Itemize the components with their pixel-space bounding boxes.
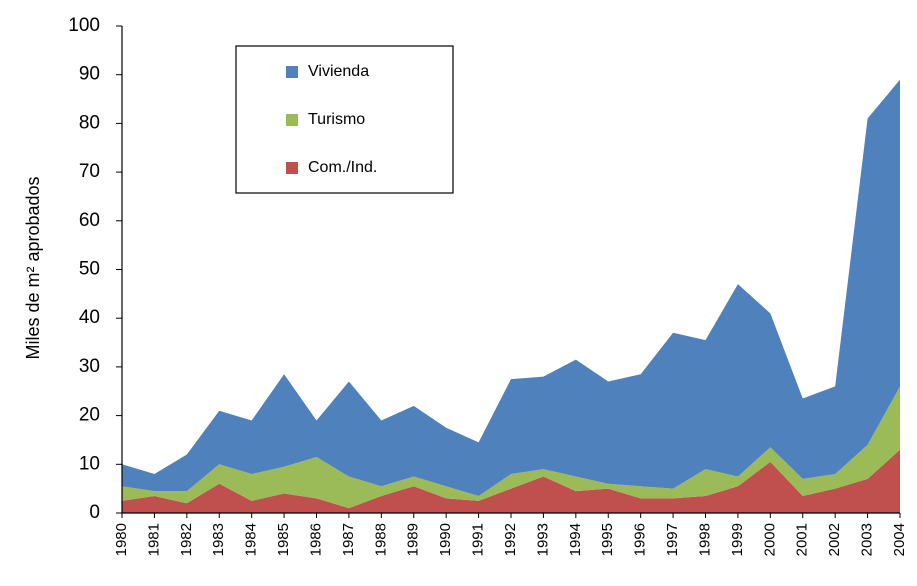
x-tick-label: 1991 (470, 523, 487, 556)
legend-swatch (286, 114, 298, 126)
x-tick-label: 2003 (859, 523, 876, 556)
x-tick-label: 1995 (599, 523, 616, 556)
area (122, 79, 900, 496)
legend-label: Com./Ind. (308, 159, 377, 176)
area (122, 386, 900, 509)
x-tick-label: 1992 (502, 523, 519, 556)
y-tick-label: 30 (79, 356, 100, 377)
x-tick-label: 1984 (243, 523, 260, 556)
y-tick-label: 0 (89, 502, 100, 523)
area (122, 449, 900, 513)
y-tick-label: 60 (79, 210, 100, 231)
y-axis-label: Miles de m² aprobados (23, 176, 43, 359)
legend-box (235, 45, 454, 194)
x-tick-label: 1994 (567, 523, 584, 556)
x-tick-label: 1980 (113, 523, 130, 556)
legend-label: Turismo (308, 111, 365, 128)
y-tick-label: 90 (79, 64, 100, 85)
x-tick-label: 1998 (696, 523, 713, 556)
x-tick-label: 1986 (307, 523, 324, 556)
legend-swatch (286, 162, 298, 174)
x-tick-label: 1993 (534, 523, 551, 556)
x-tick-label: 2002 (826, 523, 843, 556)
x-tick-label: 1990 (437, 523, 454, 556)
x-tick-label: 1985 (275, 523, 292, 556)
x-tick-label: 2001 (794, 523, 811, 556)
x-tick-label: 1997 (664, 523, 681, 556)
y-tick-label: 100 (68, 15, 100, 36)
legend-label: Vivienda (308, 63, 369, 80)
x-tick-label: 1999 (729, 523, 746, 556)
y-tick-label: 50 (79, 259, 100, 280)
x-tick-label: 2000 (761, 523, 778, 556)
x-tick-label: 1987 (340, 523, 357, 556)
x-tick-label: 1996 (632, 523, 649, 556)
x-tick-label: 1983 (210, 523, 227, 556)
y-tick-label: 40 (79, 307, 100, 328)
x-tick-label: 1988 (372, 523, 389, 556)
y-tick-label: 10 (79, 453, 100, 474)
y-tick-label: 80 (79, 112, 100, 133)
y-tick-label: 20 (79, 405, 100, 426)
x-tick-label: 1982 (178, 523, 195, 556)
x-tick-label: 2004 (891, 523, 908, 556)
x-tick-label: 1981 (145, 523, 162, 556)
legend-swatch (286, 66, 298, 78)
x-tick-label: 1989 (405, 523, 422, 556)
y-tick-label: 70 (79, 161, 100, 182)
